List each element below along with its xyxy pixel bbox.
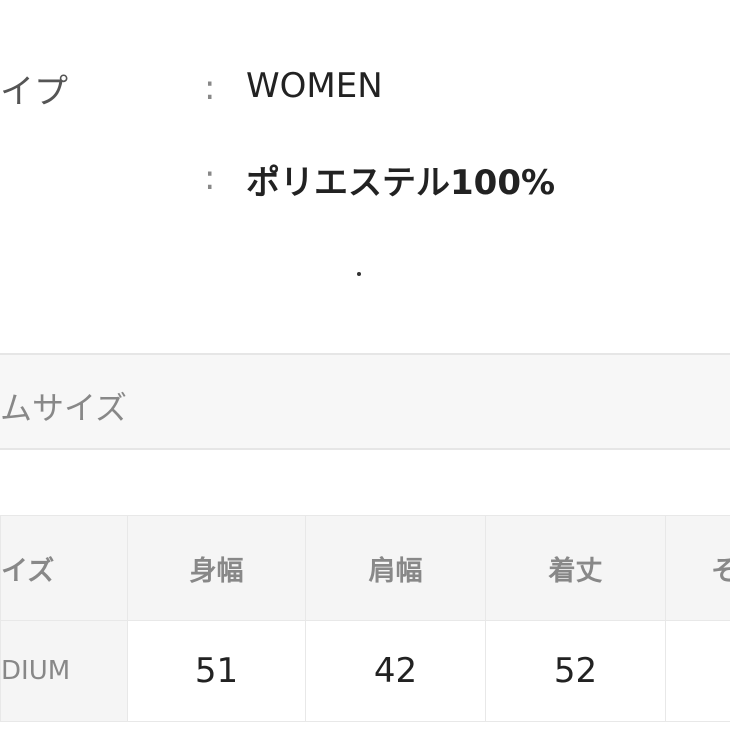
cell-size: DIUM — [0, 620, 128, 722]
spec-label-type: イプ — [0, 72, 68, 112]
spec-value-material: ポリエステル100% — [246, 163, 556, 203]
cell-sleeve — [665, 620, 730, 722]
size-table: イズ 身幅 肩幅 着丈 そ DIUM 51 42 52 — [0, 515, 730, 722]
section-header: ムサイズ — [0, 353, 730, 450]
header-sleeve: そ — [665, 515, 730, 621]
header-length: 着丈 — [485, 515, 666, 621]
header-shoulder-width: 肩幅 — [305, 515, 486, 621]
table-row: DIUM 51 42 52 — [0, 620, 730, 722]
cell-body-width: 51 — [127, 620, 306, 722]
spec-colon: : — [204, 158, 216, 198]
spec-colon: : — [204, 68, 216, 108]
cell-shoulder-width: 42 — [305, 620, 486, 722]
spec-value-type: WOMEN — [246, 66, 383, 106]
section-title: ムサイズ — [0, 389, 128, 427]
header-body-width: 身幅 — [127, 515, 306, 621]
cell-length: 52 — [485, 620, 666, 722]
dot-mark — [357, 272, 361, 276]
table-header-row: イズ 身幅 肩幅 着丈 そ — [0, 515, 730, 621]
header-size: イズ — [0, 515, 128, 621]
